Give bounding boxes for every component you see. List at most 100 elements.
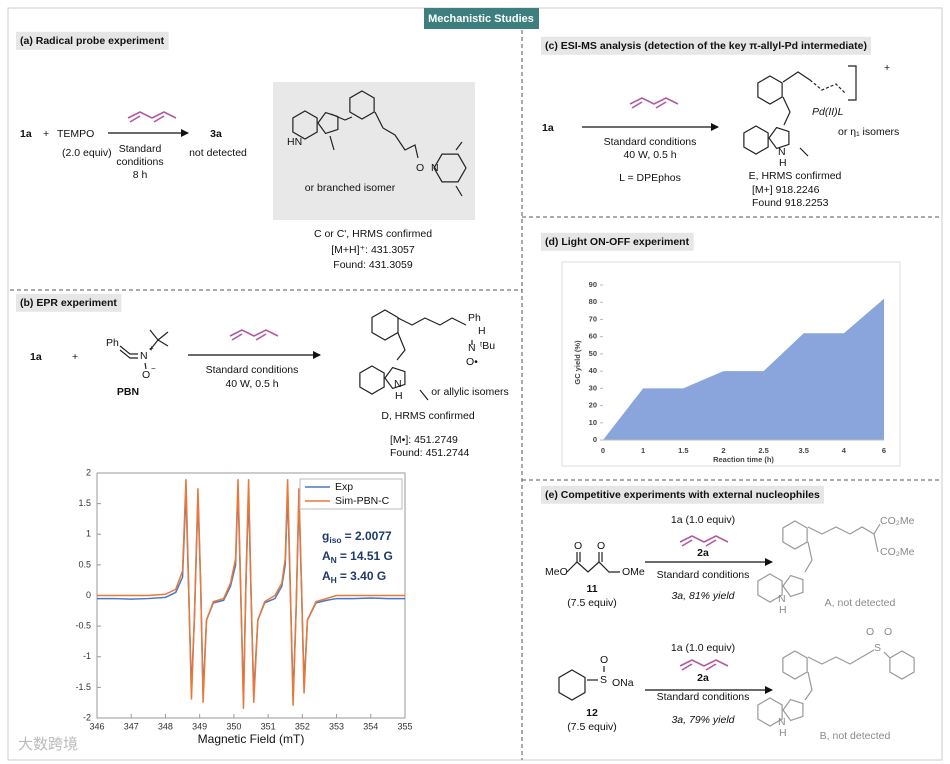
header-box [424, 8, 539, 29]
label: Standard conditions [657, 569, 750, 581]
annotation: giso = 2.0077 [322, 529, 392, 545]
y-tick-label: 1.5 [78, 498, 91, 508]
panel-title-box [541, 232, 694, 251]
bond [782, 650, 808, 680]
x-tick-label: 355 [397, 721, 412, 731]
y-tick-label: -0.5 [75, 621, 91, 631]
light-chart: 0 10 20 30 40 50 60 70 80 90 0 1 1.5 2 2.5 3.5 4 6 Reactio… [573, 280, 886, 464]
label: N [778, 146, 786, 158]
legend-label: Exp [335, 481, 353, 493]
label: H [779, 157, 787, 169]
y-tick-label: 0 [593, 435, 597, 444]
annotation-symbol: A [322, 549, 331, 563]
label: N [431, 162, 439, 174]
annotation-subscript: iso [329, 535, 341, 545]
label: O [597, 540, 605, 552]
label: O [600, 654, 608, 666]
bond [807, 649, 875, 665]
annotation-value: = 2.0077 [345, 529, 392, 543]
bond [655, 101, 667, 109]
x-tick-label: 350 [226, 721, 241, 731]
bond [129, 115, 141, 123]
label: − [151, 364, 156, 373]
label: O [884, 626, 892, 638]
panel-title-box [16, 31, 169, 50]
panel-title: (e) Competitive experiments with externa… [545, 489, 820, 501]
x-tick-label: 346 [89, 721, 104, 731]
bond [889, 650, 915, 680]
label: [M+] 918.2246 [752, 184, 820, 196]
y-tick-label: 50 [589, 349, 597, 358]
bond [848, 65, 857, 101]
bond [782, 698, 804, 722]
x-tick-label: 2.5 [758, 446, 768, 455]
y-tick-label: 1 [86, 529, 91, 539]
bond [566, 561, 620, 573]
x-tick-label: 353 [329, 721, 344, 731]
legend-label: Sim-PBN-C [335, 495, 390, 507]
label: 1a (1.0 equiv) [671, 514, 735, 526]
bond [397, 317, 467, 326]
label: 3a, 79% yield [671, 714, 735, 726]
bond [631, 101, 643, 109]
label: 40 W, 0.5 h [225, 378, 278, 390]
bond [807, 523, 881, 535]
bond [757, 75, 783, 105]
x-tick-label: 3.5 [798, 446, 808, 455]
label: [M+H]⁺: 431.3057 [331, 244, 415, 256]
label: H [478, 325, 486, 337]
label: (7.5 equiv) [567, 597, 617, 609]
annotation: AN = 14.51 G [322, 549, 393, 565]
label: E, HRMS confirmed [749, 170, 842, 182]
annotation-value: = 3.40 G [340, 569, 386, 583]
label: 11 [586, 583, 597, 595]
label: OMe [622, 566, 645, 578]
y-axis-label: GC yield (%) [573, 340, 582, 385]
label: H [779, 727, 787, 739]
label: ᵗBu [480, 340, 495, 352]
y-tick-label: 0.5 [78, 559, 91, 569]
panel-title: (d) Light ON-OFF experiment [545, 236, 690, 248]
annotation-subscript: N [331, 555, 337, 565]
annotation-symbol: g [322, 529, 329, 543]
bond [873, 533, 879, 553]
label: Standard [119, 143, 162, 155]
x-tick-label: 6 [882, 446, 886, 455]
bond [757, 697, 783, 727]
bond [157, 339, 169, 347]
y-tick-label: 80 [589, 297, 597, 306]
bond [804, 671, 813, 701]
annotation-value: = 14.51 G [340, 549, 393, 563]
label: O [142, 369, 150, 381]
label: A, not detected [825, 597, 896, 609]
label: O• [466, 356, 478, 368]
allyl [809, 79, 847, 95]
panel-title: (a) Radical probe experiment [20, 35, 165, 47]
y-tick-label: -1 [83, 651, 91, 661]
x-tick-label: 4 [842, 446, 847, 455]
bond [317, 111, 339, 135]
epr-chart: -2 -1.5 -1 -0.5 0 0.5 1 1.5 2 346 347 348 349 350 351 3… [75, 467, 412, 746]
label: [M•]: 451.2749 [390, 434, 458, 446]
label: Found: 451.2744 [390, 447, 470, 459]
label: H [779, 604, 787, 616]
x-tick-label: 1.5 [678, 446, 688, 455]
bond [679, 659, 729, 667]
texts: Mechanistic Studies (a) Radical probe exp… [16, 13, 915, 753]
label: N [778, 593, 786, 605]
x-tick-label: 2 [721, 446, 725, 455]
label: Pd(II)L [812, 106, 844, 118]
bond [455, 185, 463, 197]
label: or η₁ isomers [838, 126, 899, 138]
annotation-symbol: A [322, 569, 331, 583]
annotation: AH = 3.40 G [322, 569, 386, 585]
x-tick-label: 349 [192, 721, 207, 731]
label: or branched isomer [305, 182, 396, 194]
label: + [884, 62, 890, 74]
label: 大数跨境 [18, 735, 78, 753]
label: 2a [697, 672, 709, 684]
label: 1a [20, 128, 32, 140]
label: 1a (1.0 equiv) [671, 642, 735, 654]
label: L = DPEphos [619, 172, 681, 184]
